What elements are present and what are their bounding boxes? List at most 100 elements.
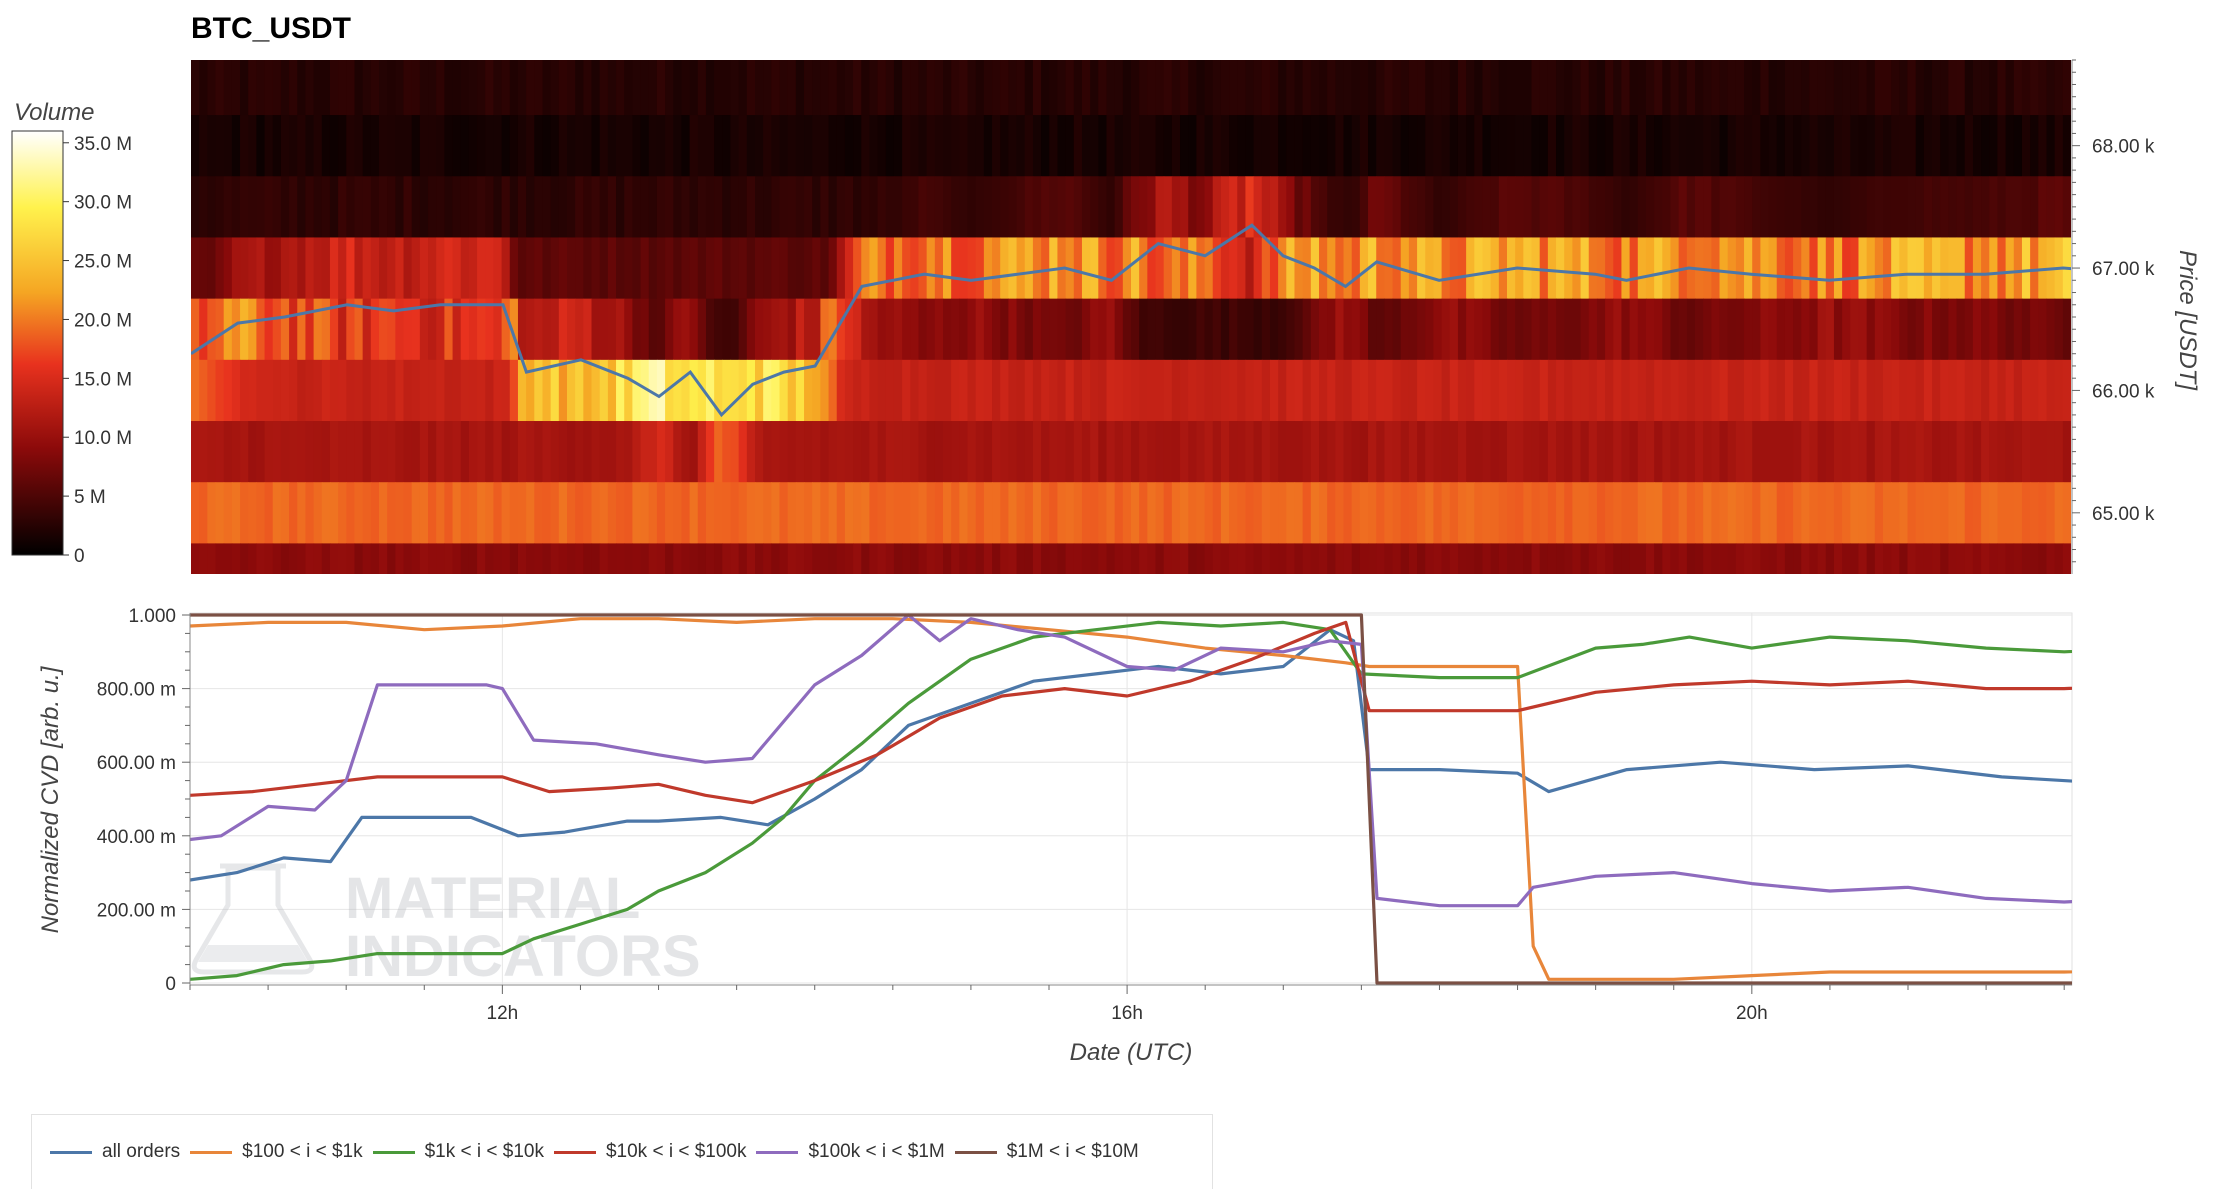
heatmap-cell: [403, 298, 413, 361]
heatmap-cell: [542, 115, 552, 177]
heatmap-cell: [468, 421, 478, 483]
heatmap-cell: [231, 60, 241, 116]
colorbar: [11, 130, 64, 556]
heatmap-cell: [2054, 482, 2064, 544]
heatmap-cell: [1482, 298, 1492, 361]
heatmap-cell: [1531, 115, 1541, 177]
heatmap-cell: [1408, 543, 1418, 574]
heatmap-cell: [1139, 298, 1148, 361]
heatmap-cell: [1654, 421, 1663, 483]
heatmap-cell: [199, 482, 208, 544]
heatmap-cell: [607, 359, 617, 422]
heatmap-cell: [1629, 176, 1639, 238]
heatmap-cell: [1760, 359, 1770, 422]
heatmap-cell: [452, 298, 462, 361]
heatmap-cell: [1842, 359, 1851, 422]
legend-item[interactable]: $1M < i < $10M: [954, 1141, 1139, 1163]
heatmap-cell: [2005, 421, 2015, 483]
heatmap-cell: [1106, 115, 1116, 177]
heatmap-cell: [305, 60, 315, 116]
heatmap-cell: [1883, 359, 1892, 422]
legend-label: all orders: [102, 1141, 181, 1162]
heatmap-cell: [624, 176, 633, 238]
heatmap-cell: [910, 60, 920, 116]
heatmap-cell: [1784, 60, 1794, 116]
heatmap-cell: [689, 176, 699, 238]
heatmap-cell: [779, 60, 789, 116]
heatmap-cell: [575, 115, 584, 177]
heatmap-cell: [1139, 421, 1148, 483]
heatmap-cell: [1482, 543, 1492, 574]
heatmap-cell: [1629, 421, 1639, 483]
heatmap-cell: [1098, 359, 1108, 422]
heatmap-cell: [1686, 60, 1696, 116]
heatmap-cell: [1204, 237, 1214, 300]
heatmap-cell: [1131, 543, 1140, 574]
heatmap-cell: [1041, 60, 1050, 116]
heatmap-cell: [1196, 359, 1206, 422]
heatmap-cell: [468, 115, 478, 177]
heatmap-cell: [853, 482, 862, 544]
heatmap-cell: [1891, 543, 1900, 574]
heatmap-cell: [1784, 543, 1794, 574]
heatmap-cell: [526, 237, 535, 300]
legend-label: $10k < i < $100k: [605, 1141, 747, 1162]
heatmap-cell: [338, 359, 347, 422]
heatmap-cell: [1613, 482, 1623, 544]
heatmap-cell: [1147, 237, 1157, 300]
heatmap-cell: [550, 176, 560, 238]
heatmap-cell: [1760, 298, 1770, 361]
heatmap-cell: [1735, 237, 1745, 300]
heatmap-cell: [885, 115, 895, 177]
heatmap-cell: [1605, 543, 1614, 574]
heatmap-cell: [1065, 421, 1075, 483]
heatmap-cell: [1131, 298, 1140, 361]
heatmap-cell: [812, 543, 821, 574]
heatmap-cell: [1923, 60, 1933, 116]
heatmap-cell: [1883, 421, 1892, 483]
heatmap-cell: [665, 298, 674, 361]
heatmap-cell: [248, 60, 257, 116]
heatmap-cell: [681, 298, 691, 361]
heatmap-cell: [1662, 115, 1672, 177]
heatmap-cell: [1474, 421, 1484, 483]
heatmap-cell: [1997, 115, 2007, 177]
heatmap-cell: [1588, 482, 1598, 544]
heatmap-cell: [1474, 60, 1484, 116]
heatmap-cell: [1482, 60, 1492, 116]
heatmap-cell: [289, 421, 298, 483]
heatmap-cell: [771, 543, 781, 574]
heatmap-cell: [1359, 115, 1369, 177]
legend-item[interactable]: $100k < i < $1M: [756, 1141, 945, 1163]
heatmap-cell: [444, 115, 454, 177]
heatmap-cell: [1645, 60, 1655, 116]
legend-item[interactable]: $10k < i < $100k: [553, 1141, 747, 1163]
heatmap-cell: [1556, 359, 1565, 422]
heatmap-cell: [2013, 60, 2023, 116]
heatmap-cell: [223, 237, 233, 300]
heatmap-cell: [1850, 421, 1860, 483]
legend-item[interactable]: $1k < i < $10k: [372, 1141, 544, 1163]
heatmap-cell: [1229, 176, 1238, 238]
heatmap-cell: [1368, 60, 1377, 116]
heatmap-cell: [1041, 237, 1050, 300]
legend-item[interactable]: $100 < i < $1k: [190, 1141, 363, 1163]
heatmap-cell: [673, 176, 683, 238]
heatmap-cell: [1155, 482, 1165, 544]
heatmap-cell: [1556, 176, 1565, 238]
heatmap-cell: [256, 421, 266, 483]
heatmap-cell: [2021, 482, 2031, 544]
heatmap-cell: [1981, 298, 1990, 361]
heatmap-cell: [1098, 421, 1108, 483]
heatmap-cell: [1081, 421, 1091, 483]
heatmap-cell: [599, 359, 609, 422]
heatmap-cell: [1359, 298, 1369, 361]
legend-item[interactable]: all orders: [50, 1141, 180, 1163]
heatmap-cell: [1073, 176, 1083, 238]
heatmap-cell: [1498, 482, 1508, 544]
heatmap-cell: [346, 237, 356, 300]
heatmap-cell: [387, 60, 396, 116]
heatmap-cell: [1490, 298, 1500, 361]
heatmap-cell: [1923, 421, 1933, 483]
heatmap-cell: [1547, 543, 1557, 574]
